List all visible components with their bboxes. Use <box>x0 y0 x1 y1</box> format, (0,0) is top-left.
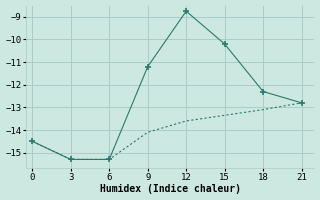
X-axis label: Humidex (Indice chaleur): Humidex (Indice chaleur) <box>100 184 241 194</box>
